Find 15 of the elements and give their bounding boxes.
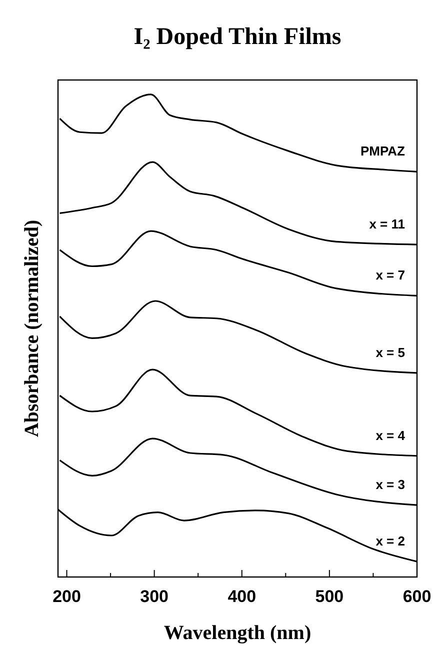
series-label: x = 5 xyxy=(376,344,405,360)
x-tick-label: 600 xyxy=(402,587,432,606)
x-axis-title: Wavelength (nm) xyxy=(164,622,312,644)
x-tick-label: 200 xyxy=(52,587,81,606)
x-tick-label: 500 xyxy=(315,587,344,606)
x-tick-label: 300 xyxy=(140,587,169,606)
series-label: x = 7 xyxy=(376,268,405,283)
series-label: x = 3 xyxy=(376,477,405,492)
chart-title: I₂ Doped Thin Films xyxy=(134,24,342,50)
x-tick-label: 400 xyxy=(228,587,256,606)
series-label: x = 2 xyxy=(376,534,405,549)
y-axis-title: Absorbance (normalized) xyxy=(21,220,43,438)
series-label: PMPAZ xyxy=(360,144,406,159)
series-label: x = 4 xyxy=(376,428,406,443)
series-label: x = 11 xyxy=(369,216,405,232)
